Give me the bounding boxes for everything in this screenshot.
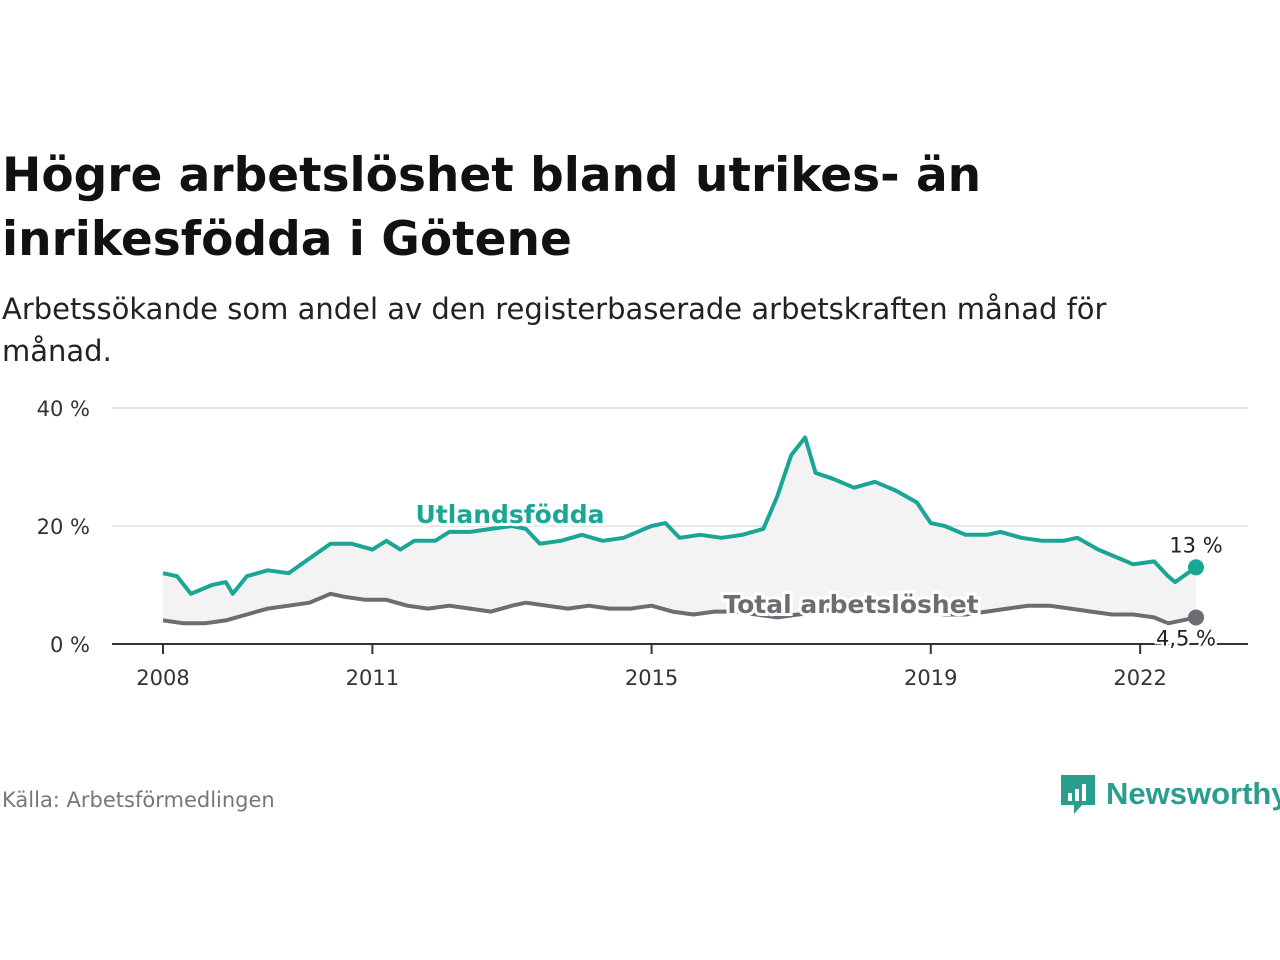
x-tick-label: 2008	[136, 666, 189, 690]
end-label-utlandsfodda: 13 %	[1169, 533, 1222, 557]
chart-title: Högre arbetslöshet bland utrikes- än inr…	[2, 148, 982, 267]
x-tick-label: 2015	[625, 666, 678, 690]
band-between-series	[163, 437, 1196, 624]
x-tick-label: 2022	[1113, 666, 1166, 690]
source-note: Källa: Arbetsförmedlingen	[2, 788, 275, 812]
brand-name: Newsworthy	[1106, 776, 1280, 811]
series-label-utlandsfodda: Utlandsfödda	[416, 500, 605, 529]
axes: 0 % 20 % 40 % 2008 2011 2015 2019 2022	[37, 397, 1248, 690]
end-point-utlandsfodda	[1188, 559, 1204, 576]
end-label-total: 4,5 %	[1156, 626, 1216, 650]
series-label-total: Total arbetslöshet	[723, 590, 978, 619]
y-tick-label: 20 %	[37, 515, 90, 539]
x-tick-label: 2019	[904, 666, 957, 690]
series-lines	[162, 435, 1198, 626]
line-chart: 0 % 20 % 40 % 2008 2011 2015 2019 2022 13 % 4,5 …	[37, 397, 1248, 690]
x-tick-label: 2011	[346, 666, 399, 690]
y-tick-label: 40 %	[37, 397, 90, 421]
chart-subtitle: Arbetssökande som andel av den registerb…	[2, 292, 1107, 368]
series-line-total	[162, 591, 1197, 626]
y-tick-label: 0 %	[50, 633, 90, 657]
series-labels: 13 % 4,5 % Utlandsfödda Total arbetslöshet	[413, 497, 1223, 653]
brand-logo[interactable]: Newsworthy	[1058, 772, 1280, 816]
newsworthy-logo-icon	[1061, 775, 1095, 814]
gridlines	[112, 407, 1248, 527]
end-point-total	[1188, 609, 1204, 626]
series-line-utlandsfodda	[162, 435, 1198, 596]
